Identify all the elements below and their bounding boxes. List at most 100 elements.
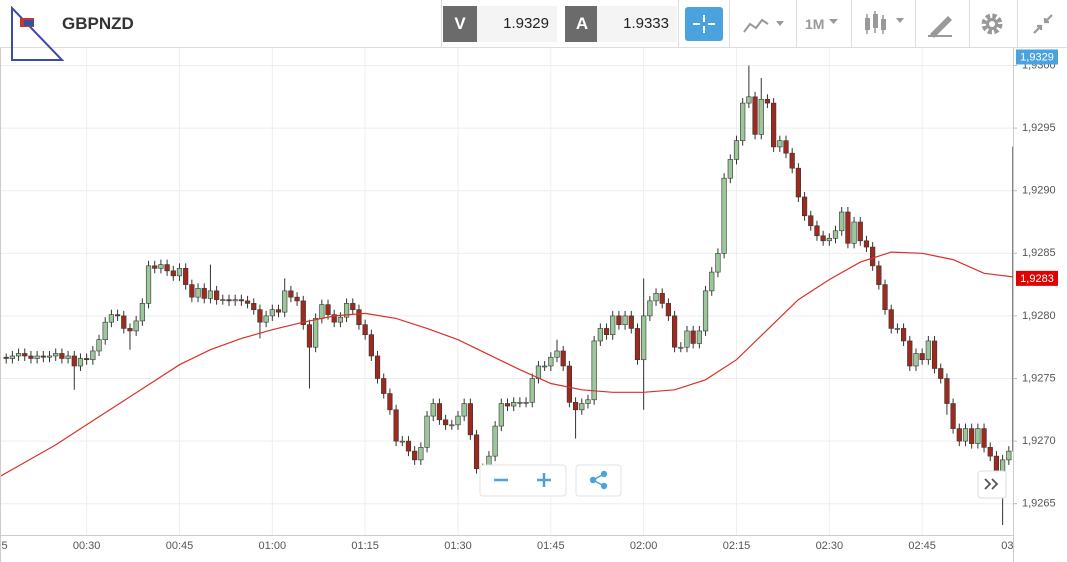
candle-body <box>282 290 288 313</box>
candle-body <box>374 355 381 379</box>
candle-body <box>981 428 987 448</box>
zoom-in[interactable] <box>537 473 551 487</box>
candle-body <box>275 309 282 313</box>
zoom-controls <box>479 464 1007 499</box>
candle-body <box>548 356 554 367</box>
candle-body <box>938 368 944 379</box>
zoom-box <box>479 464 567 497</box>
candle-body <box>133 320 139 332</box>
candle-body <box>975 428 981 444</box>
bid-label[interactable]: V <box>443 6 477 42</box>
share[interactable] <box>589 470 608 490</box>
candle-body <box>183 268 189 285</box>
drawing-tools[interactable] <box>926 10 956 38</box>
candle-body <box>950 403 956 429</box>
y-tick-label: 1,9275 <box>1022 372 1056 384</box>
x-tick-label: 02:15 <box>723 540 751 552</box>
candle-body <box>331 314 337 323</box>
candle-body <box>368 334 374 357</box>
y-tick-label: 1,9295 <box>1022 122 1056 134</box>
bid-price[interactable]: 1.9329 <box>477 6 557 42</box>
candle-body <box>102 321 108 340</box>
separator <box>678 0 679 48</box>
candle-body <box>362 324 368 335</box>
candle-body <box>857 221 863 242</box>
candle-body <box>851 221 857 244</box>
ask-label[interactable]: A <box>565 6 599 42</box>
candle-body <box>226 299 232 302</box>
candle-body <box>467 403 473 436</box>
candle-body <box>653 293 659 302</box>
x-tick-label: 01:00 <box>259 540 287 552</box>
separator <box>441 0 442 48</box>
candle-body <box>925 340 931 361</box>
crosshair-button[interactable] <box>685 7 723 41</box>
candle-body <box>461 403 467 417</box>
price-box <box>1016 270 1058 286</box>
candle-body <box>560 350 566 367</box>
share-box <box>575 464 622 497</box>
candle-body <box>678 346 684 349</box>
x-tick-label: 01:15 <box>351 540 379 552</box>
candle-body <box>1012 146 1013 452</box>
axes: 00:15 00:30 00:45 01:00 01:15 01:30 01:45 02:00… <box>0 48 1067 562</box>
candle-body <box>801 196 808 217</box>
period[interactable]: 1M <box>805 16 825 32</box>
candle-body <box>913 353 919 367</box>
indicators-menu[interactable] <box>862 10 910 38</box>
candle-body <box>65 355 71 359</box>
candle-body <box>34 355 40 359</box>
candle-body <box>158 264 164 269</box>
candle-body <box>752 96 758 135</box>
candle-body <box>443 419 449 426</box>
candle-body <box>313 318 319 348</box>
candle-body <box>622 315 628 325</box>
separator <box>729 0 730 48</box>
candle-body <box>207 290 214 299</box>
candle-body <box>845 211 851 244</box>
candle-body <box>566 365 572 403</box>
candle-body <box>771 102 777 148</box>
ask-price[interactable]: 1.9333 <box>597 6 677 42</box>
chart-type-menu[interactable] <box>742 12 790 36</box>
scroll-right[interactable] <box>977 470 1007 499</box>
candle-body <box>616 315 622 325</box>
candle-body <box>319 304 325 319</box>
candle-body <box>733 140 740 160</box>
candle-body <box>71 355 77 367</box>
candle-body <box>808 215 814 227</box>
candle-body <box>108 314 115 323</box>
candle-body <box>430 403 436 417</box>
candle-body <box>672 315 678 348</box>
candle-body <box>387 393 393 411</box>
candle-body <box>832 230 839 239</box>
settings[interactable] <box>979 11 1005 37</box>
separator <box>915 0 916 48</box>
candle-body <box>393 409 399 442</box>
x-tick-label: 00:15 <box>0 540 8 552</box>
y-tick-label: 1,9265 <box>1022 498 1056 510</box>
candle-body <box>473 434 480 469</box>
candle-body <box>597 328 603 342</box>
candle-body <box>919 353 925 361</box>
candle-body <box>665 303 672 317</box>
candle-body <box>814 225 820 237</box>
candle-body <box>870 246 876 267</box>
candle-body <box>337 316 343 323</box>
candle-body <box>839 211 845 232</box>
candle-body <box>300 300 306 325</box>
candle-body <box>46 355 53 358</box>
candle-body <box>399 440 405 443</box>
candle-body <box>449 424 455 427</box>
candle-body <box>350 303 356 310</box>
x-tick-label: 00:30 <box>73 540 101 552</box>
grid <box>0 48 1016 535</box>
x-tick-label: 01:45 <box>537 540 565 552</box>
candle-body <box>22 353 28 357</box>
candle-body <box>176 268 183 277</box>
collapse[interactable] <box>1030 11 1056 37</box>
logo <box>11 6 65 61</box>
candle-body <box>696 330 702 344</box>
candle-body <box>894 328 901 330</box>
